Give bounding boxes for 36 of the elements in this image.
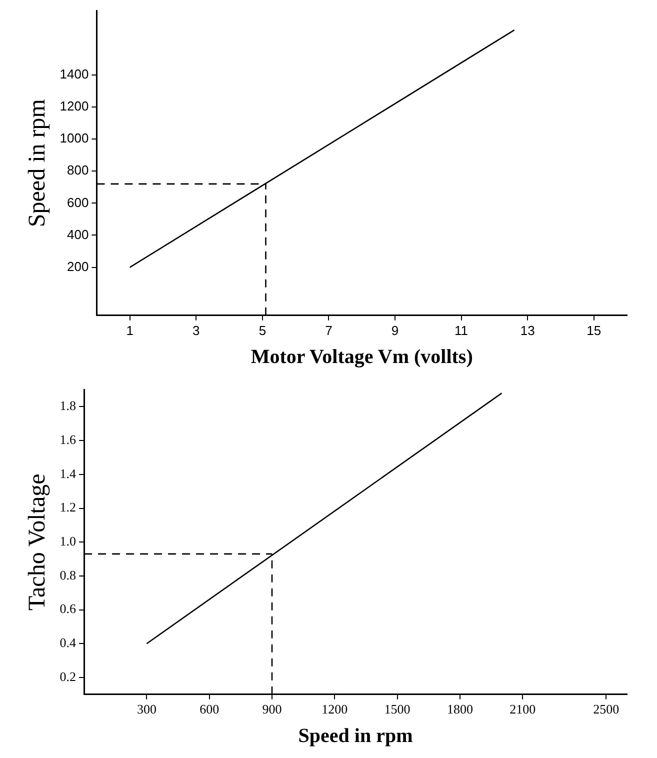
x-tick-label: 900 xyxy=(262,702,282,717)
y-tick-label: 400 xyxy=(67,226,89,242)
x-tick-label: 9 xyxy=(391,322,399,338)
y-tick-label: 1.2 xyxy=(60,500,76,515)
x-tick-label: 300 xyxy=(136,702,156,717)
y-axis-title: Speed in rpm xyxy=(24,98,51,228)
y-axis-title: Tacho Voltage xyxy=(24,474,51,610)
x-tick-label: 1800 xyxy=(446,702,473,717)
x-axis-title: Motor Voltage Vm (vollts) xyxy=(250,346,473,368)
y-tick-label: 1.0 xyxy=(60,534,76,549)
y-tick-label: 0.4 xyxy=(60,635,77,650)
x-tick-label: 1500 xyxy=(384,702,410,717)
x-tick-label: 3 xyxy=(192,322,200,338)
y-tick-label: 600 xyxy=(67,194,89,210)
x-tick-label: 1200 xyxy=(322,702,348,717)
x-tick-label: 15 xyxy=(586,322,602,338)
x-tick-label: 13 xyxy=(520,322,535,338)
y-tick-label: 1.8 xyxy=(60,398,76,414)
y-tick-label: 200 xyxy=(67,258,89,274)
x-tick-label: 11 xyxy=(454,322,468,338)
y-tick-label: 0.8 xyxy=(60,567,76,582)
y-tick-label: 1400 xyxy=(60,66,89,82)
y-tick-label: 0.2 xyxy=(60,668,76,684)
y-tick-label: 1200 xyxy=(60,98,89,114)
y-tick-label: 800 xyxy=(67,162,89,178)
y-tick-label: 1.4 xyxy=(60,466,77,481)
y-tick-label: 1000 xyxy=(60,130,89,146)
x-tick-label: 2100 xyxy=(510,702,536,717)
x-tick-label: 5 xyxy=(258,322,266,338)
x-tick-label: 600 xyxy=(200,702,220,717)
x-tick-label: 1 xyxy=(126,322,134,338)
y-tick-label: 1.6 xyxy=(60,432,77,447)
x-axis-title: Speed in rpm xyxy=(298,725,414,748)
y-tick-label: 0.6 xyxy=(60,601,77,616)
x-tick-label: 2500 xyxy=(593,702,620,717)
x-tick-label: 7 xyxy=(325,322,332,338)
